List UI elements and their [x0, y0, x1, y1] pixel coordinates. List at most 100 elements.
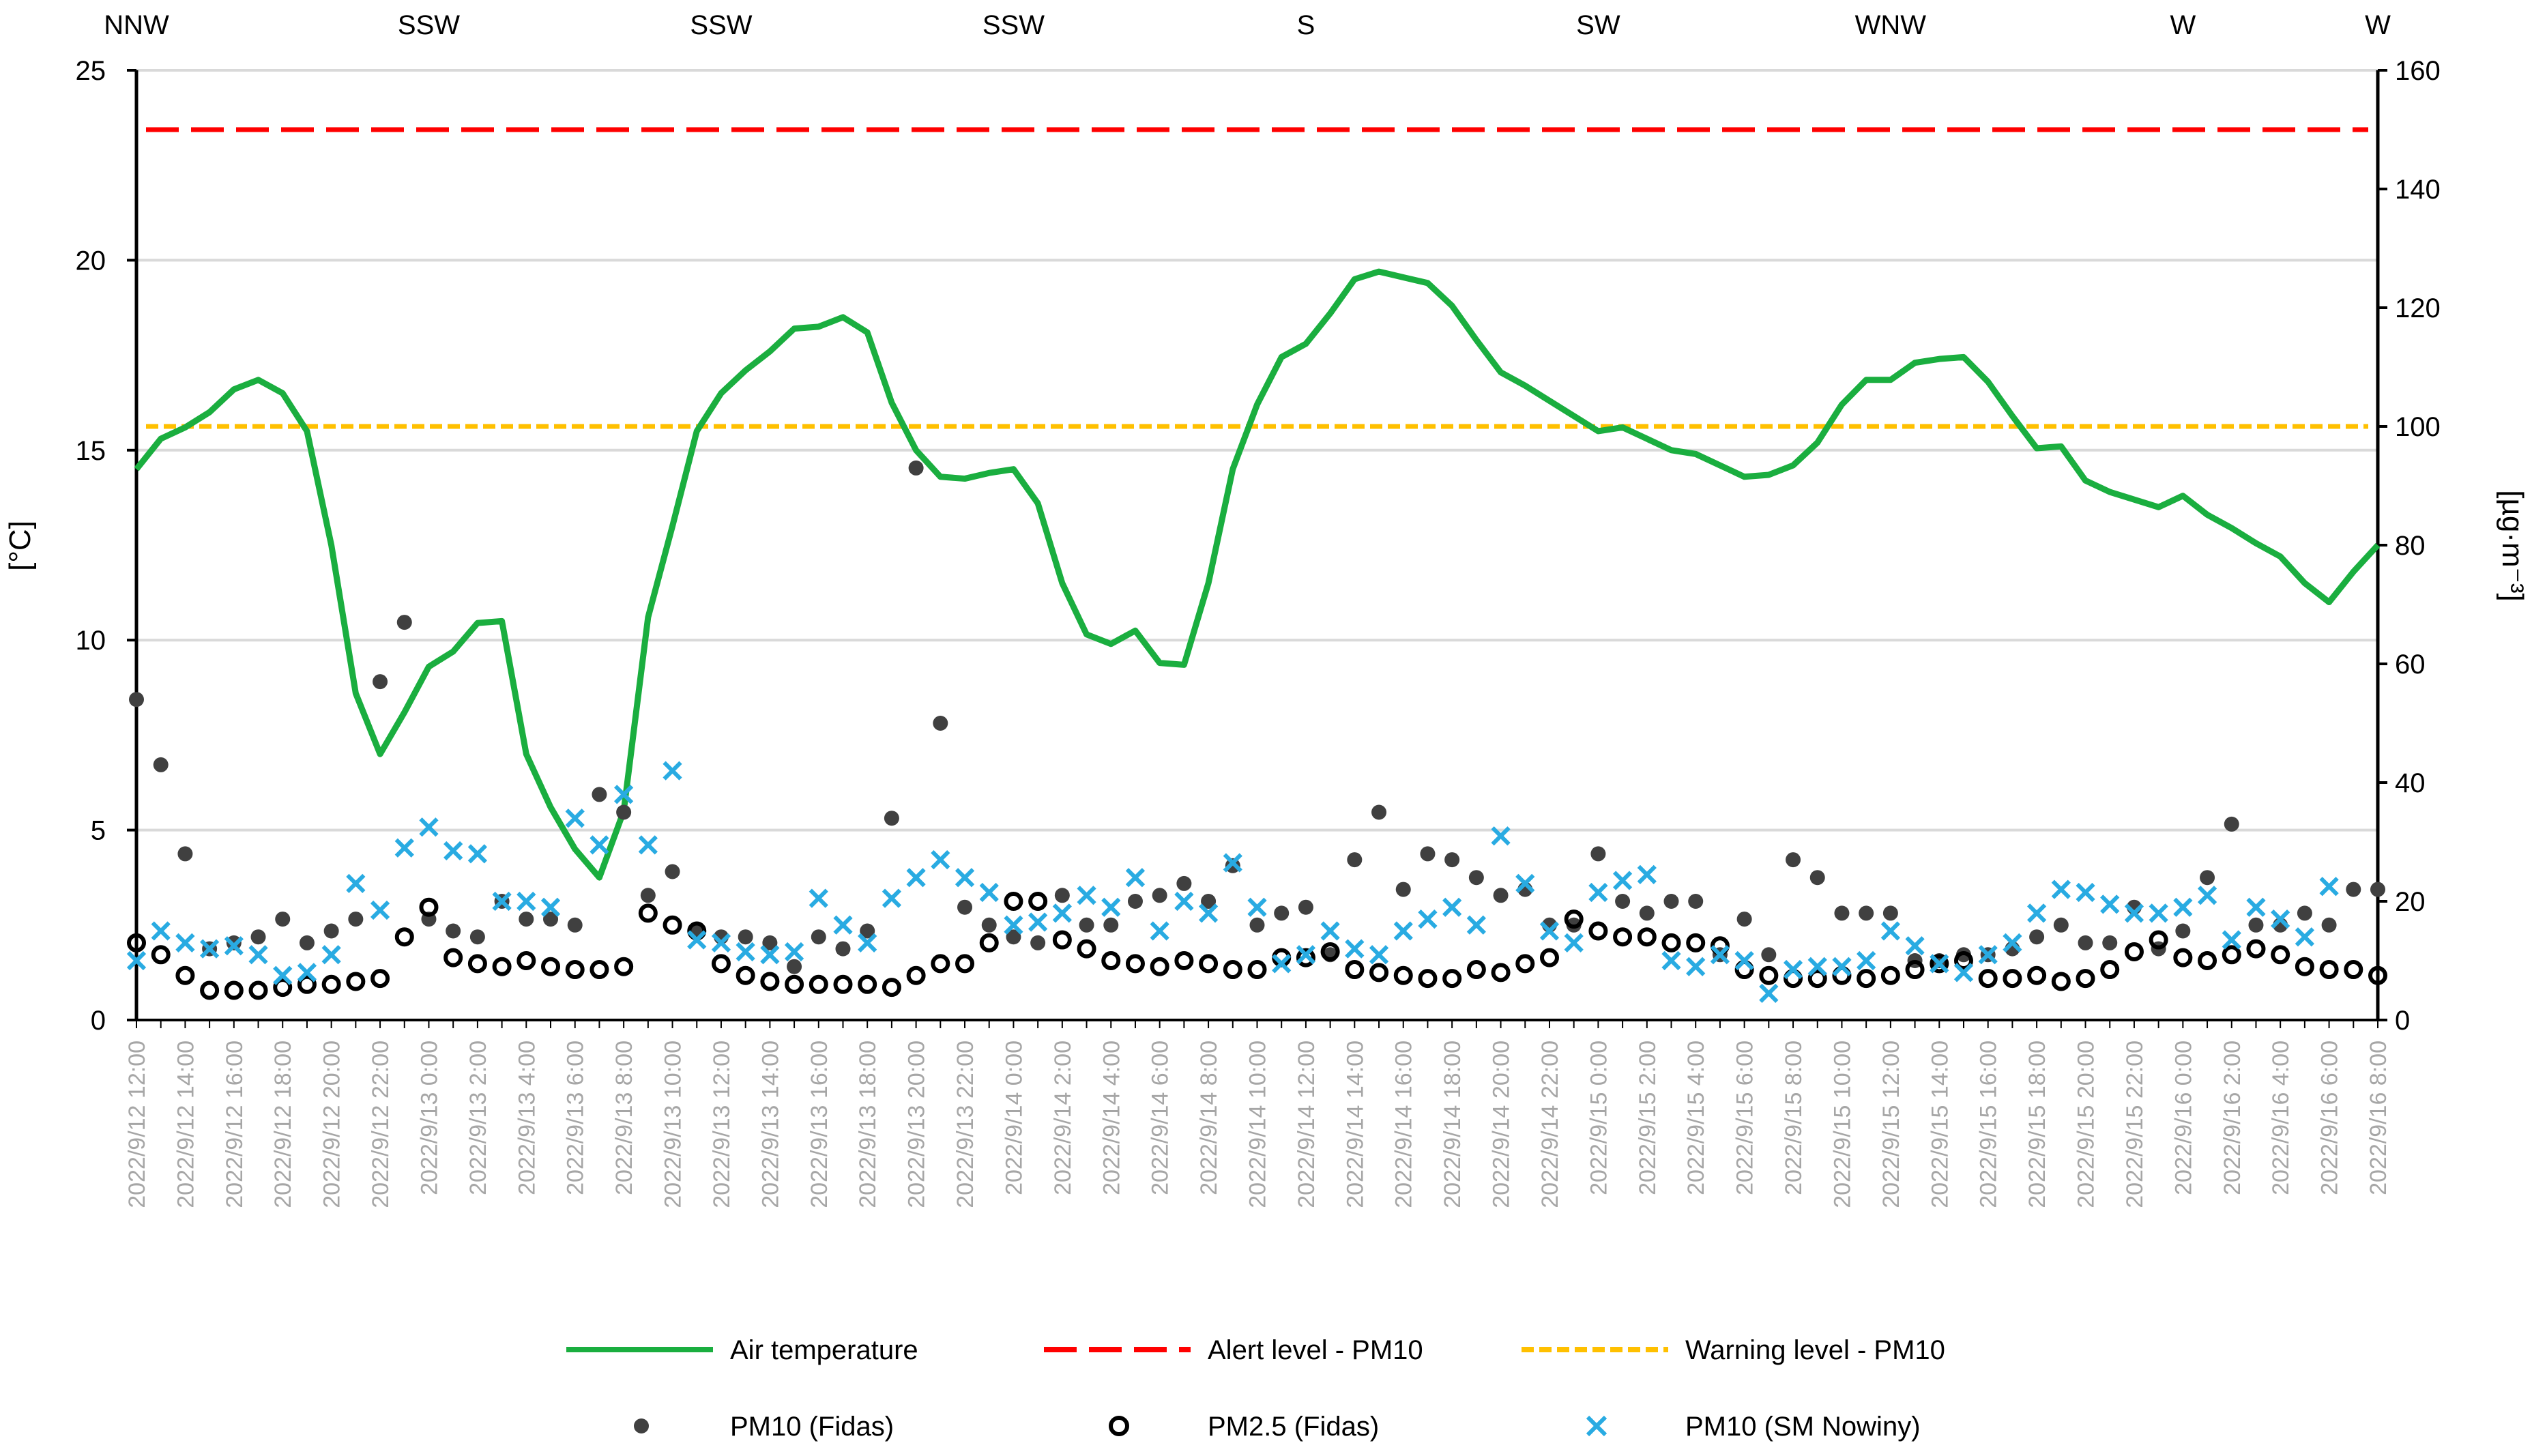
y-tick-right-label: 60 — [2395, 650, 2426, 680]
pm25-fidas-point — [2051, 972, 2071, 991]
pm25-fidas-point — [200, 980, 220, 1000]
pm10-sm-nowiny-point — [1247, 897, 1267, 917]
pm10-fidas-point — [1444, 852, 1460, 868]
pm25-fidas-point — [297, 974, 317, 994]
pm10-sm-nowiny-point — [151, 921, 171, 941]
pm10-fidas-point — [1176, 875, 1192, 891]
series-air-temperature — [134, 268, 2381, 881]
x-tick-label: 2022/9/12 16:00 — [222, 1040, 248, 1208]
pm10-sm-nowiny-point — [1539, 921, 1560, 941]
pm25-fidas-point — [858, 974, 877, 994]
pm10-fidas-point — [250, 929, 266, 945]
pm25-fidas-point — [1564, 909, 1584, 929]
x-tick-label: 2022/9/16 6:00 — [2317, 1040, 2343, 1195]
x-tick-label: 2022/9/16 0:00 — [2170, 1040, 2196, 1195]
pm10-sm-nowiny-point — [126, 950, 147, 971]
pm25-fidas-point — [1978, 969, 1998, 989]
pm10-sm-nowiny-point — [1174, 891, 1194, 912]
pm25-fidas-point — [614, 957, 634, 976]
pm25-fidas-point — [638, 903, 658, 923]
x-tick-label: 2022/9/13 18:00 — [855, 1040, 881, 1208]
pm25-fidas-point — [1028, 892, 1048, 911]
pm25-fidas-point — [224, 980, 244, 1000]
x-tick-label: 2022/9/13 22:00 — [952, 1040, 978, 1208]
pm25-fidas-point — [1101, 951, 1121, 970]
pm10-sm-nowiny-point — [370, 900, 390, 920]
pm10-sm-nowiny-point — [638, 835, 658, 855]
pm10-sm-nowiny-point — [2003, 933, 2022, 953]
pm25-fidas-point — [419, 897, 439, 917]
y-tick-right-label: 160 — [2395, 56, 2441, 86]
pm10-sm-nowiny-point — [1515, 873, 1535, 894]
x-tick-label: 2022/9/16 8:00 — [2366, 1040, 2391, 1195]
series-pm25-fidas — [127, 892, 2387, 1000]
pm10-sm-nowiny-point — [1491, 826, 1511, 846]
pm10-sm-nowiny-point — [809, 888, 828, 908]
pm10-sm-nowiny-point — [736, 942, 755, 962]
pm25-fidas-point — [1174, 951, 1194, 970]
x-tick-label: 2022/9/13 6:00 — [563, 1040, 589, 1195]
pm10-fidas-point — [1152, 888, 1167, 903]
series-pm10-fidas — [129, 460, 2385, 974]
pm25-fidas-point — [906, 965, 926, 985]
pm25-fidas-point — [1345, 960, 1365, 980]
pm10-fidas-point — [981, 917, 997, 933]
wind-direction-label: WNW — [1855, 10, 1927, 40]
pm25-fidas-point — [127, 933, 146, 952]
pm10-fidas-point — [2029, 929, 2045, 945]
legend-swatch-pm10-fidas — [634, 1418, 649, 1433]
pm10-fidas-point — [1663, 894, 1679, 909]
y-tick-right-label: 140 — [2395, 175, 2441, 205]
pm25-fidas-point — [1637, 927, 1657, 947]
pm10-sm-nowiny-point — [2197, 886, 2217, 905]
pm25-fidas-point — [1857, 969, 1876, 989]
x-tick-label: 2022/9/13 12:00 — [709, 1040, 735, 1208]
x-tick-label: 2022/9/15 10:00 — [1829, 1040, 1855, 1208]
pm10-sm-nowiny-point — [590, 835, 609, 855]
pm25-fidas-point — [1807, 969, 1827, 989]
x-tick-label: 2022/9/14 10:00 — [1245, 1040, 1271, 1208]
pm10-sm-nowiny-point — [955, 868, 975, 888]
pm10-fidas-point — [1859, 905, 1874, 921]
x-tick-label: 2022/9/15 20:00 — [2073, 1040, 2099, 1208]
y-tick-left-label: 5 — [91, 816, 106, 846]
pm10-fidas-point — [1786, 852, 1801, 868]
legend-label-pm25-fidas: PM2.5 (Fidas) — [1208, 1412, 1379, 1442]
pm10-sm-nowiny-point — [1783, 959, 1803, 980]
pm25-fidas-point — [955, 954, 975, 974]
x-tick-label: 2022/9/14 12:00 — [1294, 1040, 1320, 1208]
pm10-fidas-point — [2102, 935, 2118, 950]
pm10-fidas-point — [1395, 882, 1411, 897]
pm10-sm-nowiny-point — [1272, 954, 1292, 974]
x-tick-label: 2022/9/15 14:00 — [1927, 1040, 1953, 1208]
pm10-sm-nowiny-point — [1296, 945, 1316, 965]
pm10-fidas-point — [1079, 917, 1094, 933]
pm10-sm-nowiny-point — [2319, 877, 2339, 897]
pm10-sm-nowiny-point — [1857, 950, 1876, 971]
reference-lines — [146, 127, 2368, 429]
pm10-fidas-point — [665, 864, 680, 879]
x-tick-label: 2022/9/16 2:00 — [2220, 1040, 2245, 1195]
pm10-fidas-point — [1809, 870, 1825, 886]
pm10-fidas-point — [1054, 888, 1070, 903]
wind-direction-label: W — [2170, 10, 2196, 40]
series-pm10-sm-nowiny — [126, 761, 2339, 1003]
pm10-fidas-point — [1736, 912, 1752, 927]
y-tick-left-label: 10 — [76, 626, 106, 656]
pm10-sm-nowiny-point — [516, 891, 536, 912]
pm10-fidas-point — [1274, 905, 1290, 921]
wind-direction-label: NNW — [104, 10, 169, 40]
pm25-fidas-point — [248, 980, 268, 1000]
pm10-sm-nowiny-point — [1004, 915, 1023, 935]
pm25-fidas-point — [2124, 942, 2144, 961]
wind-direction-label: SW — [1576, 10, 1620, 40]
pm25-fidas-point — [1759, 965, 1779, 985]
pm10-sm-nowiny-point — [1588, 882, 1608, 903]
pm25-fidas-point — [1418, 969, 1438, 989]
pm25-fidas-point — [443, 948, 463, 967]
pm10-fidas-point — [1761, 947, 1777, 963]
pm25-fidas-point — [590, 960, 609, 980]
pm10-fidas-point — [908, 460, 924, 476]
pm25-fidas-point — [1930, 954, 1949, 974]
